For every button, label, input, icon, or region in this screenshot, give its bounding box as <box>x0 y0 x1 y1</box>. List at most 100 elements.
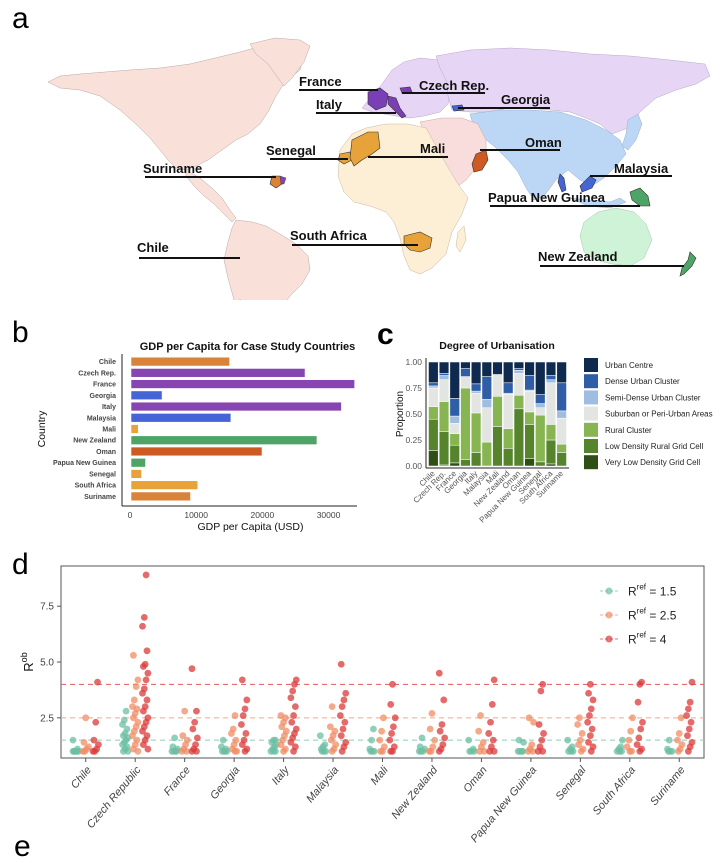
urbanisation-segment <box>513 367 524 371</box>
rob-point <box>91 747 99 755</box>
rob-point <box>440 696 448 704</box>
rob-point <box>243 745 251 753</box>
rob-point <box>281 745 289 753</box>
urbanisation-segment <box>481 376 492 400</box>
rob-point <box>130 696 138 704</box>
rob-y-tick-label: 7.5 <box>40 602 54 613</box>
rob-point <box>436 727 444 735</box>
rob-legend-label: Rref = 4 <box>628 631 667 647</box>
rob-point <box>338 747 346 755</box>
rob-point <box>119 741 126 749</box>
rob-point <box>121 745 129 753</box>
gdp-category-label: Oman <box>96 449 116 456</box>
urbanisation-segment <box>460 459 471 467</box>
map-label-mali: Mali <box>420 141 445 156</box>
rob-point <box>584 718 592 726</box>
rob-point <box>281 732 288 740</box>
rob-point <box>428 709 436 717</box>
rob-point <box>221 747 229 755</box>
rob-point <box>188 665 196 673</box>
urbanisation-segment <box>460 387 471 461</box>
rob-point <box>191 718 199 726</box>
rob-legend-marker <box>605 611 613 619</box>
rob-point <box>141 703 149 711</box>
rob-point <box>290 747 297 755</box>
rob-point <box>415 747 423 755</box>
rob-point <box>387 701 395 708</box>
rob-point <box>81 747 89 755</box>
rob-point <box>686 743 694 751</box>
rob-point <box>539 747 547 755</box>
rob-point <box>271 736 279 744</box>
rob-point <box>238 676 246 684</box>
urbanisation-segment <box>428 361 439 384</box>
rob-point <box>340 743 348 751</box>
rob-point <box>132 723 140 731</box>
rob-point <box>267 747 275 755</box>
rob-point <box>516 747 524 755</box>
rob-point <box>129 651 137 659</box>
rob-point <box>281 714 289 722</box>
rob-point <box>142 676 150 684</box>
urbanisation-legend-swatch <box>584 406 598 421</box>
urbanisation-legend-label: Suburban or Peri-Urban Areas <box>605 410 713 419</box>
urbanisation-segment <box>556 417 567 445</box>
gdp-bar-malaysia <box>130 413 232 423</box>
rob-point <box>429 743 437 751</box>
gdp-category-label: Czech Rep. <box>78 370 116 377</box>
rob-point <box>478 743 485 751</box>
rob-point <box>179 732 187 740</box>
urbanisation-segment <box>471 361 482 385</box>
urbanisation-segment <box>471 383 482 392</box>
urbanisation-segment <box>524 361 535 376</box>
urbanisation-legend-swatch <box>584 390 598 405</box>
rob-point <box>488 701 496 708</box>
rob-plot-frame <box>60 565 705 759</box>
gdp-bar-italy <box>130 401 342 412</box>
rob-point <box>120 738 128 746</box>
urbanisation-segment <box>545 375 557 380</box>
urbanisation-segment <box>524 424 535 459</box>
urbanisation-x-tick-label: New Zealand <box>472 469 512 509</box>
rob-point <box>178 747 186 755</box>
urbanisation-x-tick-label: France <box>434 469 458 493</box>
urbanisation-x-tick-label: South Africa <box>518 469 555 506</box>
urbanisation-x-tick-label: Papua New Guinea <box>478 469 534 525</box>
rob-point <box>223 747 231 755</box>
rob-point <box>140 613 148 621</box>
rob-point <box>121 730 129 737</box>
map-label-papua-new-guinea: Papua New Guinea <box>488 190 606 205</box>
rob-point <box>242 730 250 737</box>
urbanisation-segment <box>471 390 482 394</box>
map-label-senegal: Senegal <box>266 143 316 158</box>
rob-point <box>139 689 146 697</box>
rob-point <box>688 678 696 686</box>
rob-point <box>629 714 636 722</box>
map-label-czech-rep-: Czech Rep. <box>419 78 489 93</box>
urbanisation-segment <box>481 399 492 409</box>
rob-point <box>627 727 635 735</box>
rob-point <box>124 747 132 755</box>
rob-point <box>188 747 196 755</box>
rob-point <box>69 736 77 744</box>
urbanisation-segment <box>449 444 460 464</box>
rob-point <box>79 747 87 755</box>
urbanisation-segment <box>438 375 450 380</box>
urbanisation-segment <box>556 410 567 419</box>
france-shape <box>367 87 389 111</box>
rob-point <box>336 712 344 719</box>
rob-point <box>322 747 330 755</box>
rob-point <box>390 743 398 751</box>
urbanisation-segment <box>503 382 514 394</box>
urbanisation-x-tick-label: Czech Rep. <box>412 469 448 505</box>
rob-point <box>280 747 287 755</box>
region-australia <box>579 207 653 267</box>
gdp-bar-chile <box>130 356 230 367</box>
rob-point <box>564 736 572 744</box>
rob-point <box>579 745 587 753</box>
map-label-italy: Italy <box>316 97 343 112</box>
rob-point <box>139 727 146 735</box>
gdp-bar-mali <box>130 424 139 434</box>
rob-point <box>141 660 149 668</box>
